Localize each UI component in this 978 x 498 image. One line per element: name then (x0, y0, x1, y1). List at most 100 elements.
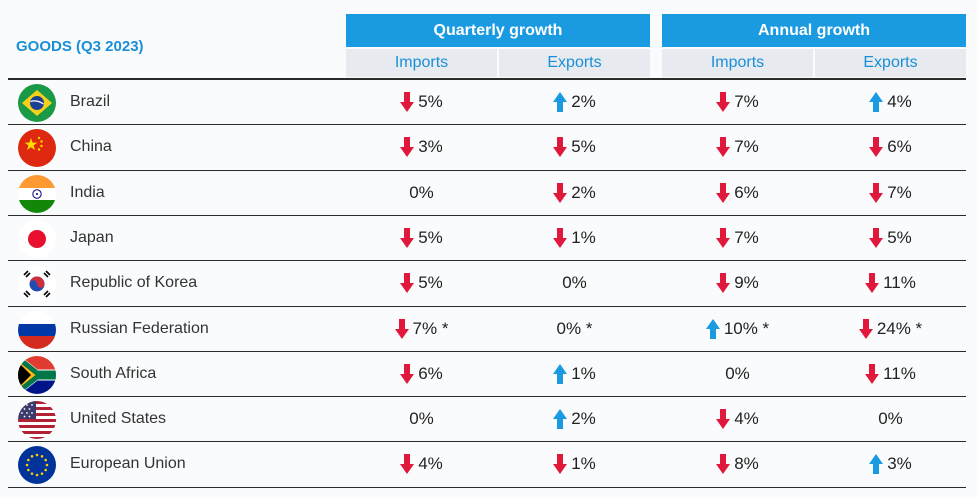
country-name: India (70, 183, 105, 201)
usa-flag-icon (18, 401, 56, 440)
arrow-down-icon (394, 318, 409, 339)
arrow-down-icon (553, 182, 568, 203)
quarterly-growth-header: Quarterly growth (346, 14, 650, 47)
growth-value: 4% (734, 409, 759, 429)
arrow-down-icon (553, 454, 568, 475)
table-row: United States 0% 2% 4% 0% (8, 397, 966, 442)
arrow-down-icon (869, 182, 884, 203)
country-name: European Union (70, 455, 186, 473)
china-flag-icon (18, 129, 56, 168)
quarterly-imports-cell: 5% (346, 273, 497, 294)
growth-value: 0% (562, 273, 587, 293)
quarterly-imports-cell: 5% (346, 92, 497, 112)
arrow-down-icon (716, 227, 731, 248)
growth-value: 6% (734, 182, 759, 202)
annual-exports-cell: 5% (815, 227, 966, 248)
arrow-up-icon (553, 92, 568, 112)
quarterly-imports-cell: 0% (346, 409, 497, 429)
country-name: Russian Federation (70, 319, 209, 337)
arrow-down-icon (400, 227, 415, 248)
growth-value: 1% (571, 454, 596, 474)
russia-flag-icon (18, 310, 56, 349)
quarterly-exports-cell: 2% (499, 182, 650, 203)
growth-value: 5% (418, 92, 443, 111)
growth-value: 0% (725, 363, 750, 383)
row-divider (8, 169, 966, 171)
country-name: Brazil (70, 93, 111, 110)
growth-value: 5% (418, 227, 443, 247)
growth-value: 1% (571, 363, 596, 383)
arrow-down-icon (553, 227, 568, 248)
growth-value: 0% (409, 182, 434, 202)
row-divider (8, 396, 966, 398)
table-row: China 3% 5% 7% 6% (8, 125, 966, 170)
quarterly-exports-cell: 1% (499, 227, 650, 248)
goods-label: GOODS (Q3 2023) (16, 38, 144, 55)
quarterly-exports-cell: 0% * (499, 319, 650, 339)
row-divider (8, 305, 966, 307)
arrow-down-icon (553, 137, 568, 158)
arrow-up-icon (869, 92, 884, 112)
annual-exports-cell: 4% (815, 92, 966, 112)
arrow-down-icon (869, 227, 884, 248)
annual-imports-cell: 6% (662, 182, 813, 203)
annual-imports-header: Imports (662, 49, 813, 77)
annual-exports-cell: 0% (815, 409, 966, 429)
table-row: India 0% 2% 6% 7% (8, 171, 966, 216)
annual-exports-cell: 3% (815, 454, 966, 475)
growth-value: 0% * (556, 318, 593, 338)
header-divider (8, 78, 966, 80)
quarterly-imports-cell: 4% (346, 454, 497, 475)
table-row: Japan 5% 1% 7% 5% (8, 216, 966, 261)
growth-value: 7% (734, 92, 759, 111)
annual-imports-cell: 8% (662, 454, 813, 475)
table-row: European Union 4% 1% 8% 3% (8, 442, 966, 487)
annual-imports-cell: 4% (662, 409, 813, 430)
arrow-down-icon (716, 92, 731, 112)
table-row: Republic of Korea 5% 0% 9% 11% (8, 261, 966, 306)
quarterly-exports-cell: 1% (499, 363, 650, 384)
growth-value: 0% (409, 409, 434, 429)
arrow-down-icon (858, 318, 873, 339)
quarterly-exports-cell: 2% (499, 92, 650, 112)
growth-value: 10% * (723, 318, 770, 338)
row-divider (8, 124, 966, 126)
arrow-up-icon (869, 454, 884, 475)
annual-exports-cell: 24% * (815, 318, 966, 339)
india-flag-icon (18, 174, 56, 213)
country-name: China (70, 138, 112, 156)
brazil-flag-icon (18, 84, 56, 122)
eu-flag-icon (18, 446, 56, 485)
arrow-down-icon (400, 363, 415, 384)
growth-value: 11% (883, 273, 916, 293)
arrow-down-icon (716, 454, 731, 475)
arrow-down-icon (716, 137, 731, 158)
arrow-down-icon (400, 92, 415, 112)
annual-growth-header: Annual growth (662, 14, 966, 47)
arrow-down-icon (400, 454, 415, 475)
annual-imports-cell: 0% (662, 364, 813, 384)
growth-value: 11% (883, 363, 916, 383)
annual-exports-cell: 11% (815, 273, 966, 294)
arrow-down-icon (400, 273, 415, 294)
korea-flag-icon (18, 265, 56, 304)
japan-flag-icon (18, 219, 56, 258)
row-divider (8, 486, 966, 488)
table-row: Russian Federation 7% * 0% * 10% * 24% * (8, 307, 966, 352)
annual-exports-cell: 6% (815, 137, 966, 158)
growth-value: 5% (418, 273, 443, 293)
annual-exports-cell: 11% (815, 363, 966, 384)
growth-value: 8% (734, 454, 759, 474)
growth-value: 2% (571, 182, 596, 202)
quarterly-exports-cell: 2% (499, 409, 650, 430)
annual-imports-cell: 7% (662, 137, 813, 158)
growth-value: 7% * (412, 318, 449, 338)
table-row: South Africa 6% 1% 0% 11% (8, 352, 966, 397)
quarterly-imports-cell: 5% (346, 227, 497, 248)
growth-value: 1% (571, 227, 596, 247)
annual-exports-cell: 7% (815, 182, 966, 203)
country-name: United States (70, 410, 167, 428)
country-name: South Africa (70, 364, 157, 382)
arrow-down-icon (865, 273, 880, 294)
row-divider (8, 441, 966, 443)
